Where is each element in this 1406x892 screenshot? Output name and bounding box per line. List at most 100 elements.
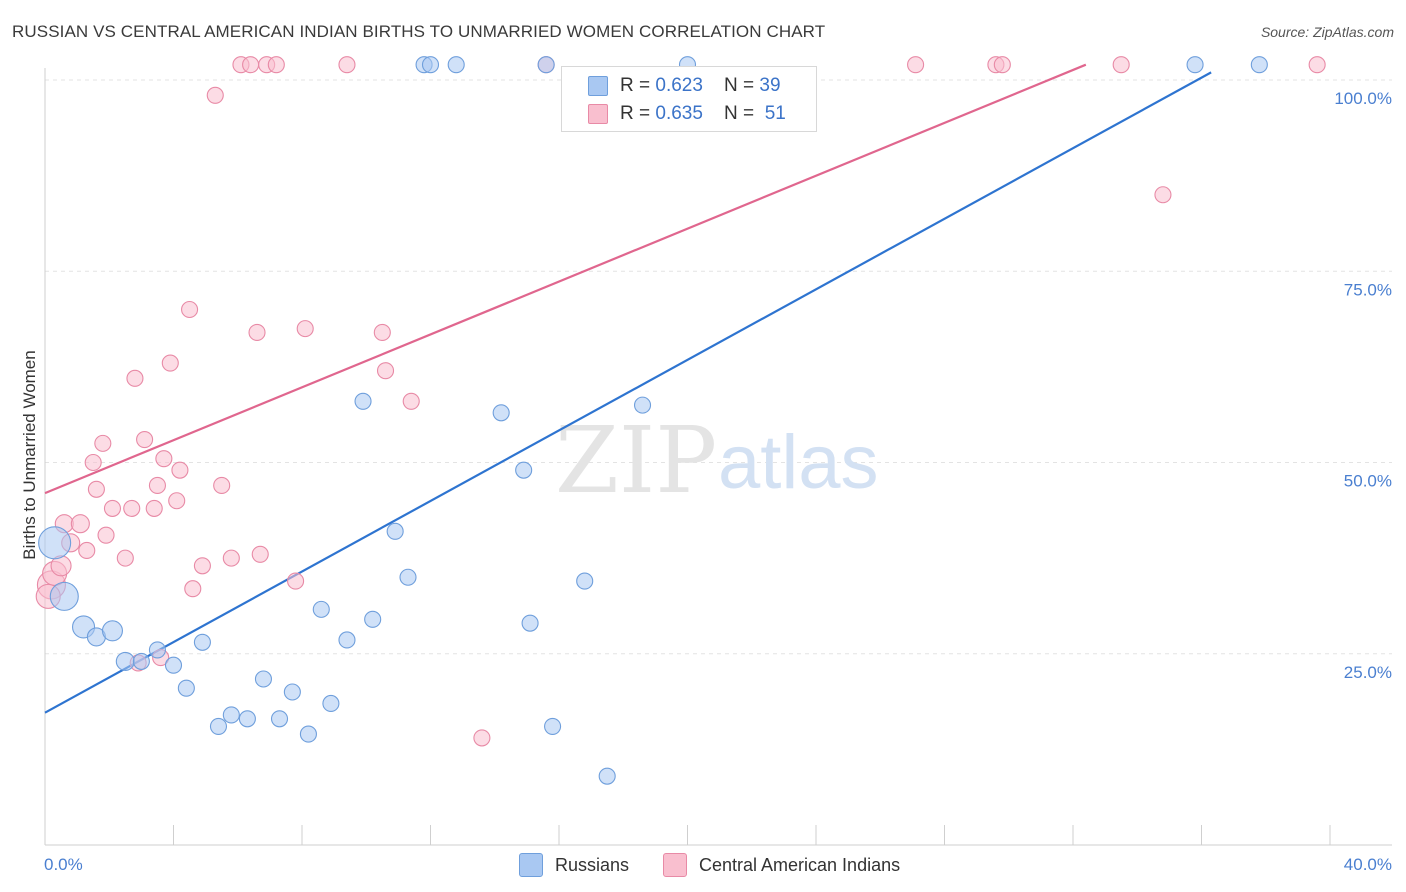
point-russians (338, 631, 356, 649)
point-cai (1154, 186, 1172, 204)
source-label: Source: ZipAtlas.com (1260, 24, 1394, 40)
point-cai (242, 56, 260, 74)
point-russians (537, 56, 555, 74)
point-russians (399, 568, 417, 586)
point-russians (270, 710, 289, 728)
point-cai (287, 572, 305, 590)
point-cai (70, 514, 90, 534)
chart-title: RUSSIAN VS CENTRAL AMERICAN INDIAN BIRTH… (12, 22, 826, 41)
y-tick-label: 25.0% (1344, 663, 1392, 682)
point-cai (171, 461, 189, 479)
point-cai (213, 476, 231, 495)
point-cai (87, 480, 105, 498)
point-cai (376, 362, 395, 380)
grid-lines (45, 79, 1392, 655)
legend-item-cai: Central American Indians (663, 852, 900, 878)
point-cai (145, 499, 163, 517)
watermark-zip: ZIP (555, 407, 717, 514)
point-russians (193, 633, 211, 651)
y-tick-label: 50.0% (1344, 472, 1392, 491)
cai-n-value: 51 (764, 103, 786, 124)
russians-n-label: N = (724, 75, 760, 96)
legend-russians-label: Russians (555, 854, 630, 875)
russians-r-value: 0.623 (655, 75, 703, 96)
x-tick-label: 40.0% (1344, 855, 1392, 874)
point-cai (1112, 56, 1130, 74)
point-russians (222, 706, 240, 724)
point-russians (312, 600, 330, 618)
point-cai (97, 526, 115, 544)
point-cai (126, 369, 144, 387)
point-russians (544, 717, 562, 735)
russians-swatch (588, 76, 608, 96)
point-cai (103, 499, 122, 517)
data-points (35, 56, 1326, 785)
point-russians (322, 694, 340, 713)
axes (44, 68, 1392, 846)
russians-n-value: 39 (759, 75, 781, 96)
point-cai (84, 453, 102, 472)
point-russians (576, 572, 594, 590)
point-cai (907, 56, 925, 74)
correlation-legend: R = 0.623 N = 39 R = 0.635 N = 51 (561, 66, 817, 132)
point-russians (148, 641, 166, 659)
point-cai (94, 434, 112, 452)
point-russians (177, 679, 195, 697)
legend-cai-label: Central American Indians (699, 854, 901, 875)
point-russians (386, 522, 404, 540)
point-russians (164, 656, 183, 674)
point-cai (116, 549, 134, 567)
point-cai (267, 56, 285, 74)
point-russians (633, 396, 652, 414)
point-russians (1186, 56, 1204, 74)
point-russians (101, 620, 124, 642)
point-russians (115, 651, 135, 671)
point-russians (421, 56, 440, 74)
point-cai (251, 545, 269, 563)
point-cai (123, 499, 141, 517)
trend-line-cai (44, 63, 1087, 495)
point-russians (447, 56, 465, 74)
legend-russians-swatch (519, 853, 543, 877)
point-cai (136, 430, 154, 449)
point-cai (148, 476, 166, 495)
watermark-atlas: atlas (718, 420, 879, 505)
point-cai (1308, 56, 1326, 74)
tick-labels: 25.0% 50.0% 75.0% 100.0% 0.0% 40.0% (44, 89, 1392, 874)
legend-item-russians: Russians (519, 852, 629, 878)
x-tick-label: 0.0% (44, 855, 83, 874)
point-cai (168, 492, 186, 510)
point-cai (373, 323, 391, 342)
series-legend: Russians Central American Indians (0, 852, 1406, 878)
point-russians (238, 710, 256, 728)
point-russians (515, 461, 533, 479)
point-cai (402, 392, 420, 410)
point-cai (193, 557, 211, 575)
point-russians (38, 526, 72, 560)
point-cai (993, 56, 1011, 74)
point-russians (492, 404, 510, 422)
legend-cai-swatch (663, 853, 687, 877)
point-russians (364, 610, 382, 628)
point-cai (155, 450, 173, 468)
point-cai (248, 323, 266, 342)
point-cai (473, 729, 491, 747)
trend-lines (44, 63, 1212, 714)
y-axis-label: Births to Unmarried Women (20, 350, 39, 559)
point-russians (521, 614, 539, 632)
russians-r-label: R = (620, 75, 656, 96)
point-russians (254, 670, 273, 688)
point-russians (49, 581, 79, 611)
point-russians (1250, 56, 1268, 74)
point-russians (209, 717, 228, 735)
y-tick-label: 75.0% (1344, 280, 1392, 299)
y-tick-label: 100.0% (1334, 89, 1392, 108)
point-russians (132, 652, 150, 670)
point-russians (354, 392, 372, 410)
point-cai (78, 541, 96, 560)
trend-line-russians (44, 71, 1212, 714)
point-cai (296, 320, 314, 338)
point-russians (299, 725, 317, 743)
point-cai (206, 86, 224, 104)
